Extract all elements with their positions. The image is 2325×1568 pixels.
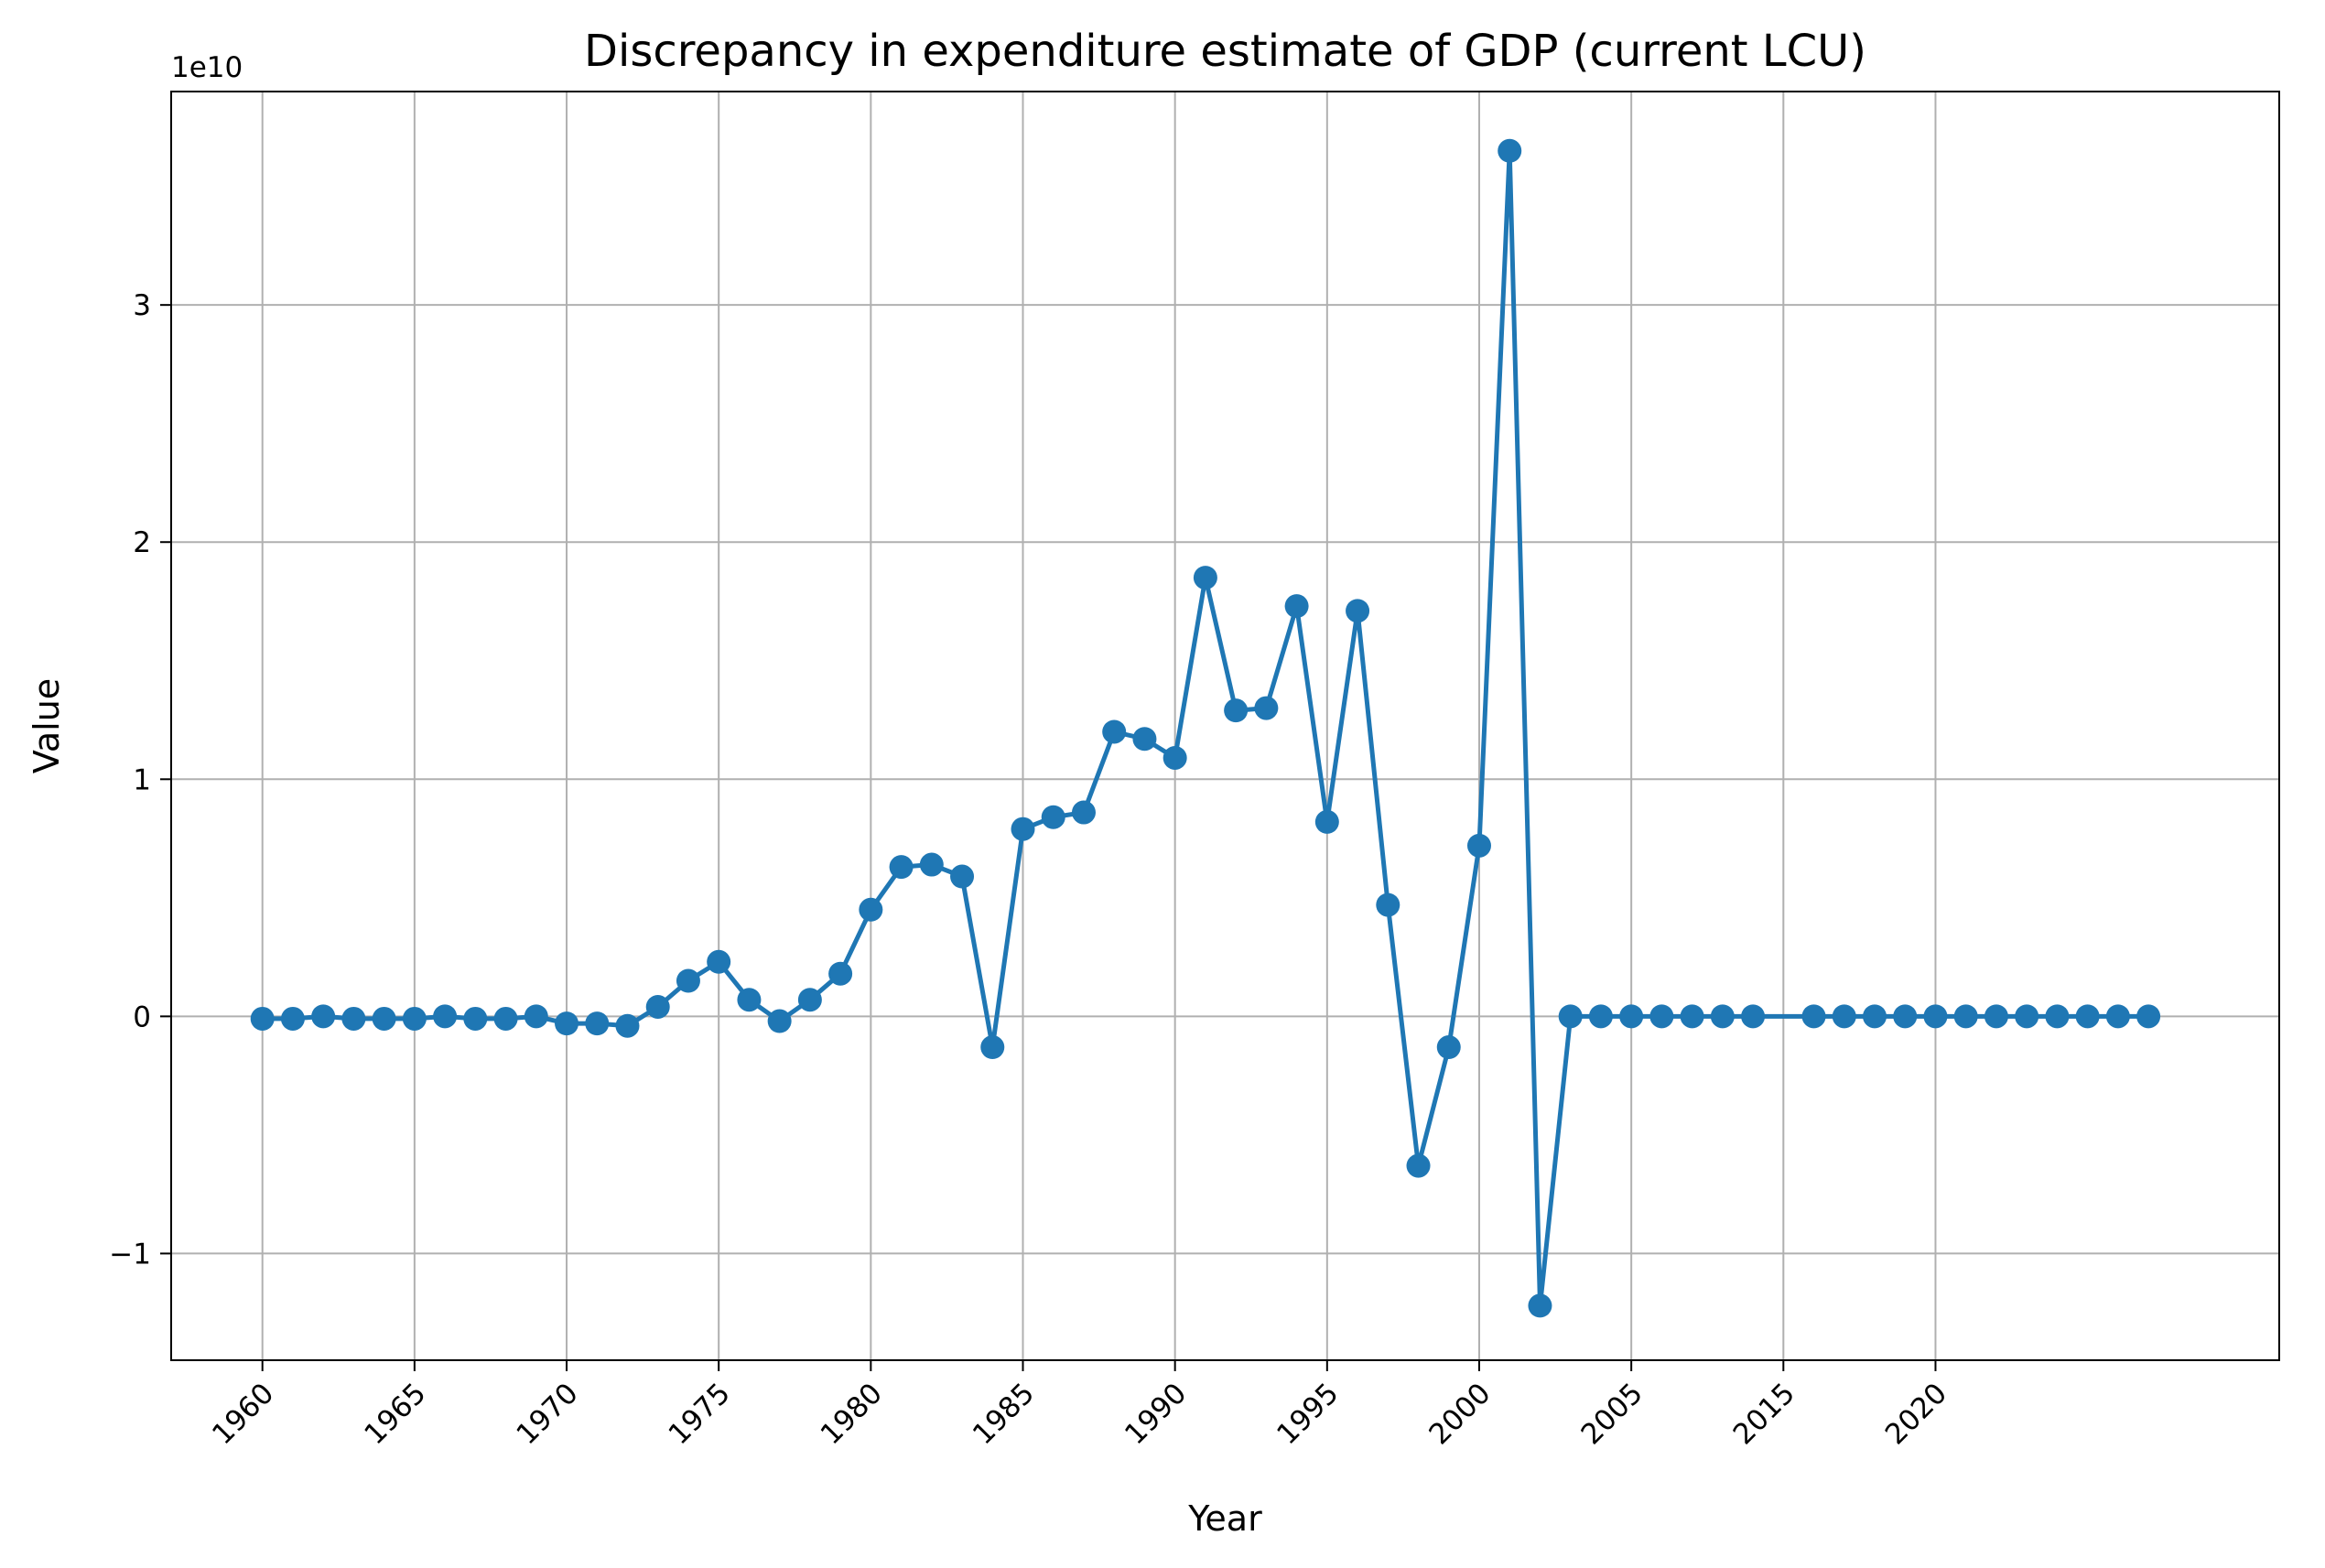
data-point <box>737 988 762 1012</box>
data-point <box>250 1006 275 1031</box>
data-point <box>463 1006 488 1031</box>
data-point <box>2136 1004 2161 1029</box>
data-point <box>1498 138 1522 163</box>
data-point <box>1254 696 1279 720</box>
y-tick-label: 0 <box>133 1000 151 1033</box>
plot-area-frame <box>170 91 2280 1361</box>
data-point <box>1193 566 1217 590</box>
data-point <box>1436 1035 1461 1060</box>
data-point <box>1649 1004 1674 1029</box>
x-axis-label: Year <box>1187 1498 1262 1539</box>
data-point <box>1162 745 1187 770</box>
y-tick-label: 3 <box>133 289 151 322</box>
data-point <box>311 1004 336 1029</box>
data-point <box>1588 1004 1613 1029</box>
data-point <box>555 1011 579 1036</box>
y-axis-label: Value <box>27 678 67 773</box>
data-point <box>1953 1004 1978 1029</box>
x-tick-label: 1960 <box>206 1377 280 1451</box>
data-point <box>1710 1004 1735 1029</box>
data-point <box>950 864 975 889</box>
x-axis-ticks: 1960 1965 1970 1975 1980 1985 1990 1995 2000 2005… <box>206 1360 1953 1451</box>
data-point <box>1923 1004 1948 1029</box>
data-point <box>1466 833 1491 858</box>
y-tick-label: 2 <box>133 526 151 559</box>
data-point <box>1893 1004 1918 1029</box>
data-point <box>280 1006 305 1031</box>
data-points <box>250 138 2161 1318</box>
data-point <box>341 1006 366 1031</box>
x-tick-label: 2020 <box>1879 1377 1953 1451</box>
data-point <box>707 949 731 974</box>
x-tick-label: 2005 <box>1575 1377 1649 1451</box>
series-line-group <box>262 148 2149 1308</box>
data-point <box>919 852 944 877</box>
y-axis-ticks: −1 0 1 2 3 <box>109 289 171 1271</box>
data-point <box>1832 1004 1856 1029</box>
data-point <box>980 1035 1005 1060</box>
data-point <box>767 1009 792 1033</box>
data-point <box>1041 805 1065 829</box>
series-line <box>262 148 2149 1308</box>
grid <box>171 92 2279 1360</box>
data-point <box>493 1006 518 1031</box>
data-point <box>2105 1004 2130 1029</box>
data-point <box>2015 1004 2039 1029</box>
chart-title: Discrepancy in expenditure estimate of G… <box>584 26 1866 77</box>
y-tick-label: −1 <box>109 1238 151 1271</box>
x-tick-label: 1995 <box>1271 1377 1345 1451</box>
data-point <box>1376 892 1400 917</box>
data-point <box>1102 719 1127 744</box>
data-point <box>1314 809 1339 834</box>
data-point <box>1071 800 1096 825</box>
data-point <box>889 855 914 880</box>
x-tick-label: 1965 <box>358 1377 432 1451</box>
x-tick-label: 1990 <box>1119 1377 1193 1451</box>
data-point <box>433 1004 458 1029</box>
data-point <box>1619 1004 1644 1029</box>
data-point <box>524 1004 548 1029</box>
data-point <box>1680 1004 1704 1029</box>
data-point <box>797 988 822 1012</box>
data-point <box>372 1006 396 1031</box>
y-tick-label: 1 <box>133 763 151 796</box>
data-point <box>1224 698 1249 723</box>
data-point <box>585 1011 610 1036</box>
data-point <box>1984 1004 2008 1029</box>
y-axis-offset-label: 1e10 <box>171 51 243 84</box>
x-tick-label: 2000 <box>1422 1377 1497 1451</box>
x-tick-label: 1980 <box>815 1377 889 1451</box>
data-point <box>1863 1004 1887 1029</box>
data-point <box>1284 594 1309 619</box>
data-point <box>1741 1004 1766 1029</box>
x-tick-label: 2015 <box>1727 1377 1801 1451</box>
data-point <box>1528 1293 1552 1318</box>
x-tick-label: 1970 <box>510 1377 584 1451</box>
x-tick-label: 1985 <box>967 1377 1041 1451</box>
data-point <box>2075 1004 2100 1029</box>
data-point <box>1346 599 1370 623</box>
data-point <box>1011 816 1035 841</box>
data-point <box>1132 727 1157 752</box>
data-point <box>2045 1004 2070 1029</box>
data-point <box>1801 1004 1826 1029</box>
data-point <box>645 994 670 1019</box>
data-point <box>676 968 700 993</box>
data-point <box>615 1013 640 1038</box>
data-point <box>828 961 853 986</box>
data-point <box>859 897 883 922</box>
data-point <box>1558 1004 1583 1029</box>
x-tick-label: 1975 <box>663 1377 737 1451</box>
data-point <box>1406 1153 1431 1178</box>
data-point <box>402 1006 427 1031</box>
